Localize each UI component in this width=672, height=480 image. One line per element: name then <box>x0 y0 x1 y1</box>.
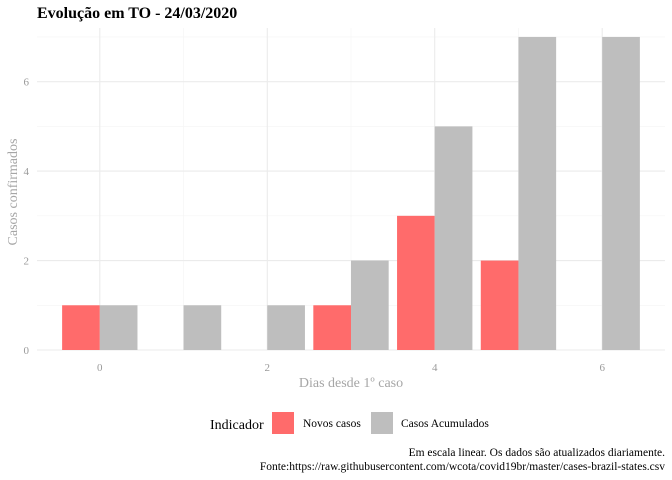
bar-casos-acumulados-day-1 <box>183 305 222 350</box>
x-tick-label: 4 <box>432 362 438 374</box>
bar-novos-casos-day-4 <box>397 215 435 350</box>
caption-line-2: Fonte:https://raw.githubusercontent.com/… <box>260 461 665 473</box>
y-tick-label: 0 <box>24 345 30 357</box>
x-axis-ticks: 0 2 4 6 <box>97 362 605 374</box>
y-tick-label: 6 <box>24 77 30 89</box>
bar-novos-casos-day-5 <box>480 260 519 350</box>
bars <box>62 36 640 350</box>
bar-casos-acumulados-day-3 <box>351 260 389 350</box>
legend-swatch-novos-casos <box>272 412 294 434</box>
y-tick-label: 2 <box>24 256 30 268</box>
y-tick-label: 4 <box>24 166 30 178</box>
legend-label-casos-acumulados: Casos Acumulados <box>401 418 489 430</box>
bar-casos-acumulados-day-0 <box>99 305 138 350</box>
caption-line-1: Em escala linear. Os dados são atualizad… <box>409 447 666 459</box>
x-tick-label: 2 <box>265 362 271 374</box>
y-axis-label: Casos confirmados <box>6 139 21 246</box>
bar-casos-acumulados-day-6 <box>602 36 640 350</box>
bar-novos-casos-day-0 <box>62 305 100 350</box>
bar-casos-acumulados-day-4 <box>434 126 473 350</box>
x-axis-label: Dias desde 1º caso <box>299 376 403 391</box>
bar-casos-acumulados-day-5 <box>518 36 557 350</box>
legend-label-novos-casos: Novos casos <box>303 418 361 430</box>
legend: Indicador Novos casos Casos Acumulados <box>210 412 489 434</box>
legend-title: Indicador <box>210 418 264 433</box>
x-tick-label: 6 <box>599 362 605 374</box>
bar-novos-casos-day-3 <box>313 305 351 350</box>
bar-casos-acumulados-day-2 <box>267 305 305 350</box>
y-axis-ticks: 0 2 4 6 <box>24 77 30 357</box>
x-tick-label: 0 <box>97 362 103 374</box>
legend-swatch-casos-acumulados <box>371 412 393 434</box>
chart-title: Evolução em TO - 24/03/2020 <box>37 5 237 22</box>
